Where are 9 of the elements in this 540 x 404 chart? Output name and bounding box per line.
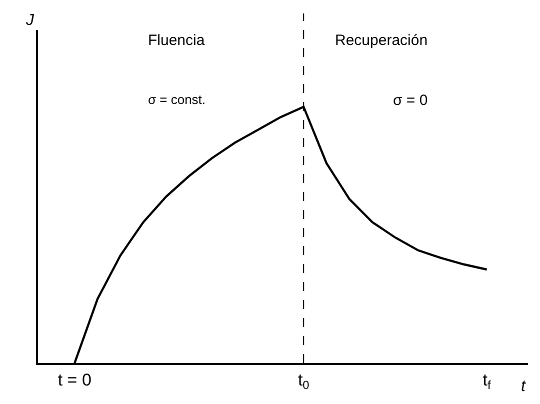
- annotation: σ = const.: [148, 92, 206, 107]
- text: Fluencia: [148, 32, 206, 49]
- x-tick-label: t$_{0}$: [298, 370, 310, 392]
- text: Recuperación: [335, 32, 428, 49]
- text: J: [25, 12, 35, 29]
- x-tick-label: t = 0: [58, 370, 92, 390]
- x-tick-label: t$_{f}$: [482, 370, 492, 392]
- annotation: σ = 0: [393, 92, 428, 109]
- x-axis-title: t: [521, 378, 526, 395]
